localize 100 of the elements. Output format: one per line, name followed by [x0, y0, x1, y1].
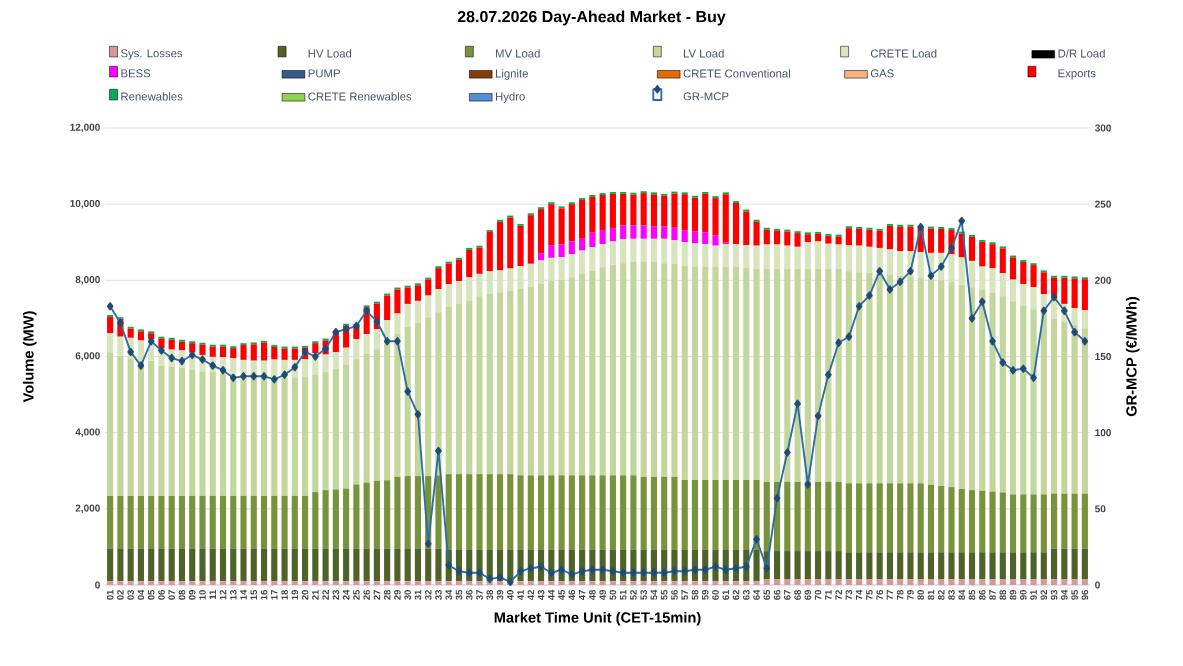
x-tick-label: 53: [640, 590, 647, 600]
legend-label: Exports: [1058, 69, 1096, 80]
legend-label: BESS: [121, 69, 151, 78]
legend-label: Hydro: [495, 92, 525, 103]
x-tick-label: 71: [825, 589, 832, 600]
x-tick-label: 46: [568, 590, 576, 600]
legend-label: CRETE Conventional: [683, 69, 790, 78]
x-tick-label: 36: [465, 590, 473, 600]
y2-axis-title: GR-MCP (€/MWh): [1125, 296, 1140, 417]
x-tick-label: 04: [137, 589, 145, 600]
legend-label: CRETE Renewables: [308, 92, 412, 101]
x-tick-label: 42: [527, 590, 535, 600]
x-tick-label: 68: [794, 590, 801, 600]
x-tick-label: 20: [301, 590, 309, 600]
x-tick-label: 80: [917, 590, 924, 600]
x-tick-label: 35: [455, 589, 463, 600]
x-tick-label: 02: [117, 590, 124, 600]
x-tick-label: 81: [927, 589, 935, 600]
legend-label: Lignite: [495, 69, 528, 80]
y2-tick-label: 50: [1095, 505, 1106, 513]
y2-tick-label: 100: [1095, 429, 1111, 437]
y2-tick-label: 0: [1095, 581, 1100, 589]
y-tick-label: 6,000: [75, 352, 100, 361]
x-tick-label: 63: [742, 590, 750, 600]
legend-label: Renewables: [121, 92, 183, 101]
x-tick-label: 45: [558, 589, 565, 600]
x-tick-label: 59: [701, 590, 709, 600]
x-tick-label: 13: [229, 590, 237, 600]
x-tick-label: 73: [845, 590, 853, 600]
y-tick-label: 4,000: [75, 428, 100, 437]
x-tick-label: 58: [691, 590, 699, 600]
legend-label: PUMP: [308, 69, 340, 78]
y2-tick-label: 300: [1094, 124, 1111, 132]
x-tick-label: 23: [332, 590, 340, 600]
y-tick-label: 12,000: [70, 123, 100, 133]
x-tick-label: 56: [671, 590, 678, 600]
legend-label: Sys. Losses: [120, 49, 183, 60]
x-tick-label: 91: [1030, 589, 1037, 600]
x-tick-label: 55: [660, 589, 668, 600]
x-tick-label: 27: [373, 590, 381, 600]
x-tick-label: 44: [548, 589, 555, 600]
x-tick-label: 88: [999, 590, 1007, 600]
x-tick-label: 40: [507, 590, 514, 600]
x-tick-label: 61: [722, 589, 730, 600]
x-tick-label: 19: [291, 590, 299, 600]
x-tick-label: 33: [435, 590, 442, 600]
x-tick-label: 70: [814, 590, 822, 600]
x-tick-label: 84: [958, 589, 966, 600]
x-tick-label: 34: [445, 589, 453, 600]
x-tick-label: 77: [886, 590, 894, 600]
y-tick-label: 0: [95, 581, 100, 589]
x-tick-label: 25: [353, 589, 360, 600]
x-tick-label: 51: [619, 589, 627, 600]
x-tick-label: 37: [476, 590, 483, 600]
chart-title: 28.07.2026 Day-Ahead Market - Buy: [457, 10, 726, 26]
legend-label: MV Load: [495, 49, 540, 58]
x-tick-label: 92: [1040, 590, 1048, 600]
x-tick-label: 74: [855, 589, 863, 600]
x-tick-label: 28: [383, 590, 391, 600]
x-tick-label: 31: [414, 589, 422, 600]
x-tick-label: 94: [1061, 589, 1068, 600]
x-tick-label: 90: [1020, 590, 1027, 600]
x-tick-label: 47: [578, 590, 586, 600]
x-tick-label: 16: [260, 590, 268, 600]
x-tick-label: 49: [599, 590, 606, 600]
x-tick-label: 96: [1081, 590, 1089, 600]
x-tick-label: 03: [127, 590, 134, 600]
x-tick-label: 30: [404, 590, 411, 600]
x-tick-label: 76: [876, 590, 883, 600]
y2-tick-label: 150: [1095, 352, 1111, 361]
x-tick-label: 11: [209, 589, 216, 599]
legend-label: CRETE Load: [870, 49, 937, 58]
x-tick-label: 54: [650, 589, 658, 600]
x-tick-label: 01: [106, 589, 114, 600]
x-tick-label: 57: [681, 590, 688, 600]
y-tick-label: 10,000: [70, 199, 100, 209]
x-axis-title: Market Time Unit (CET-15min): [494, 611, 701, 626]
x-tick-label: 85: [968, 589, 976, 600]
legend-label: LV Load: [683, 49, 724, 58]
x-tick-label: 78: [896, 590, 904, 600]
x-tick-label: 79: [907, 590, 914, 600]
x-tick-label: 07: [168, 590, 175, 600]
y-axis-title: Volume (MW): [22, 311, 37, 403]
legend-label: GAS: [870, 69, 894, 78]
x-tick-label: 14: [240, 589, 247, 600]
x-tick-label: 05: [147, 589, 155, 600]
legend-label: HV Load: [308, 49, 352, 58]
x-tick-label: 39: [496, 590, 504, 600]
x-tick-label: 52: [630, 590, 637, 600]
x-tick-label: 41: [517, 589, 524, 600]
x-tick-label: 17: [271, 590, 278, 600]
x-tick-label: 26: [363, 590, 370, 600]
y2-tick-label: 250: [1095, 200, 1111, 208]
x-tick-label: 87: [989, 590, 996, 600]
x-tick-label: 72: [835, 590, 842, 600]
x-tick-label: 62: [732, 590, 740, 600]
legend-label: GR-MCP: [683, 92, 729, 101]
x-tick-label: 32: [424, 590, 432, 600]
x-tick-label: 21: [312, 589, 319, 600]
y-tick-label: 2,000: [75, 504, 100, 514]
